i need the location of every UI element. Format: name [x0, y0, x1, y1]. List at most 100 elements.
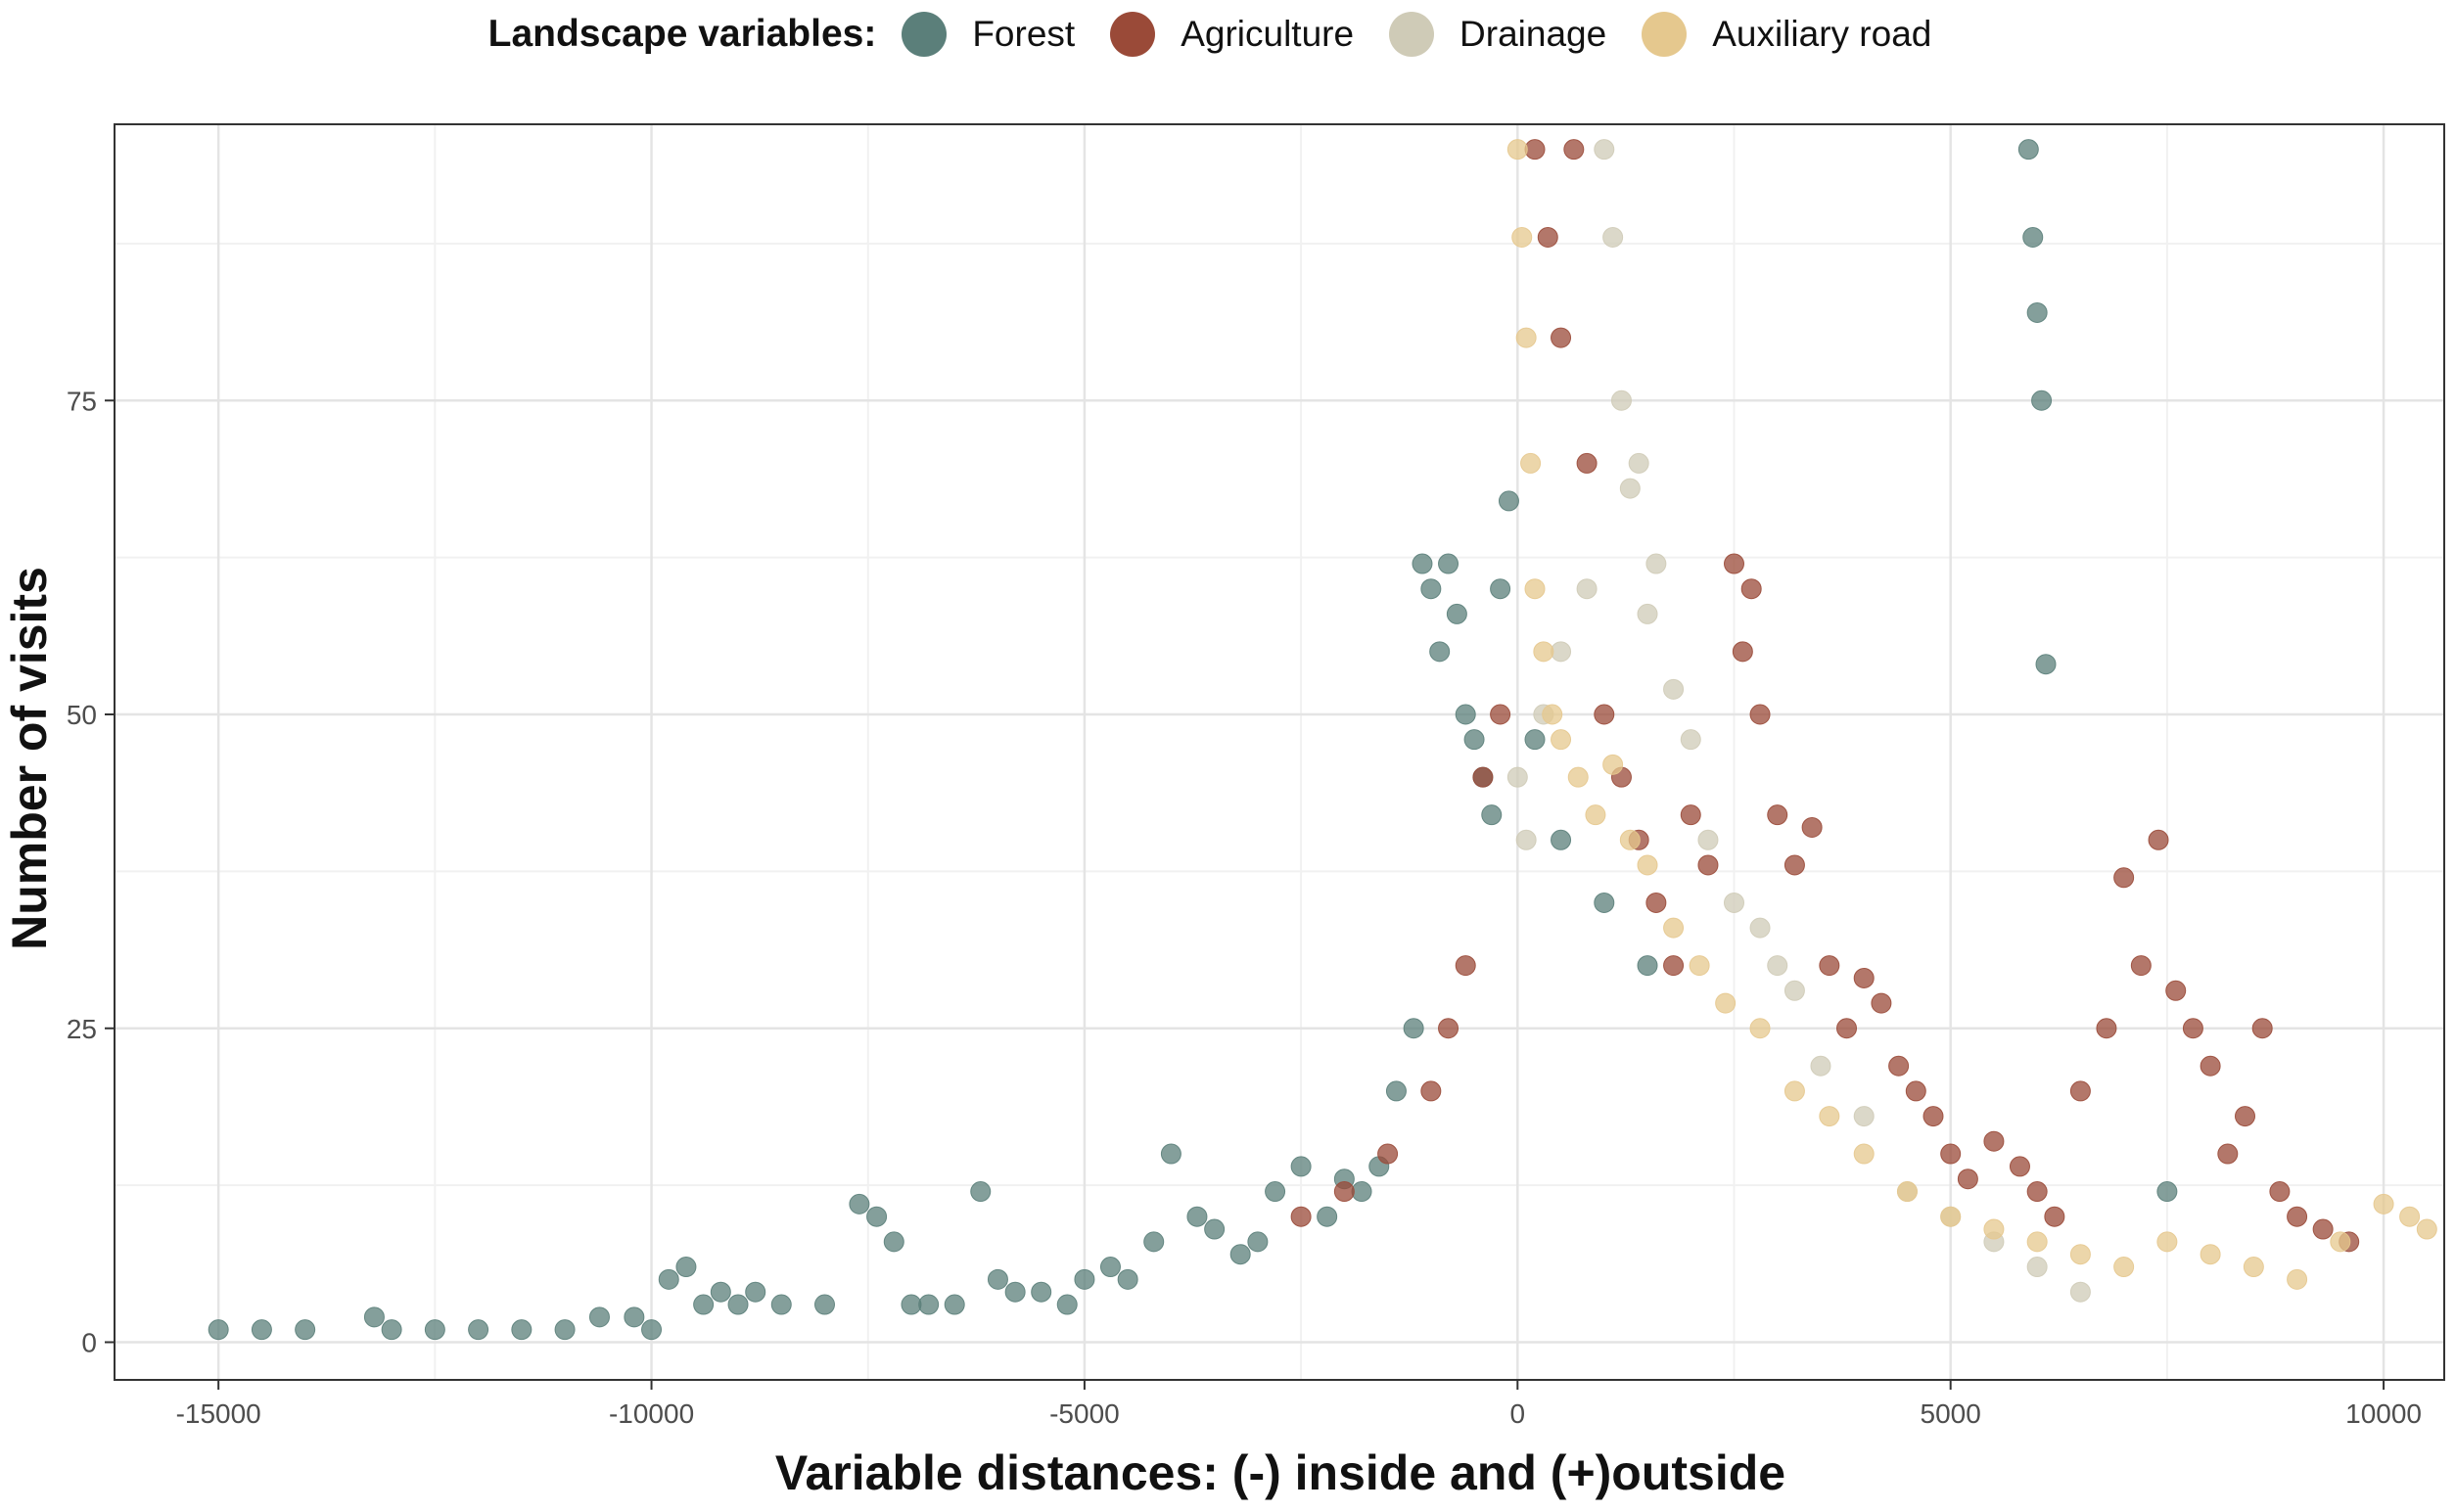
legend-item-drainage: Drainage: [1389, 12, 1606, 57]
legend-item-agriculture: Agriculture: [1110, 12, 1354, 57]
data-point: [1290, 1206, 1312, 1227]
data-point: [1723, 892, 1744, 913]
data-point: [1594, 892, 1615, 913]
data-point: [1551, 729, 1572, 751]
data-point: [1290, 1156, 1312, 1177]
x-tick-label: 0: [1510, 1398, 1526, 1429]
data-point: [2096, 1018, 2117, 1039]
data-point: [2035, 654, 2057, 675]
legend: Landscape variables: Forest Agriculture …: [0, 0, 2455, 69]
legend-label-forest: Forest: [972, 14, 1076, 54]
x-tick-label: -5000: [1049, 1398, 1120, 1429]
data-point: [468, 1319, 489, 1341]
data-point: [1524, 729, 1546, 751]
data-point: [1515, 829, 1537, 850]
data-point: [1247, 1231, 1269, 1253]
data-point: [1585, 804, 1606, 826]
data-point: [710, 1281, 731, 1303]
data-point: [2069, 1281, 2091, 1303]
data-point: [2130, 955, 2152, 977]
legend-item-forest: Forest: [902, 12, 1075, 57]
data-point: [641, 1319, 663, 1341]
data-point: [1056, 1294, 1078, 1315]
data-point: [1983, 1130, 2005, 1152]
data-point: [251, 1319, 272, 1341]
data-point: [1542, 704, 1563, 725]
data-point: [1783, 854, 1805, 876]
data-point: [2251, 1018, 2273, 1039]
data-point: [1524, 578, 1546, 600]
data-point: [1455, 955, 1476, 977]
data-points: [208, 139, 2437, 1341]
data-point: [1922, 1106, 1944, 1127]
data-point: [2330, 1231, 2351, 1253]
data-point: [1749, 1018, 1771, 1039]
data-point: [1265, 1181, 1286, 1203]
data-point: [1602, 226, 1624, 248]
data-point: [1619, 478, 1641, 499]
data-point: [901, 1294, 922, 1315]
data-point: [1446, 603, 1467, 624]
data-point: [1412, 553, 1433, 574]
x-axis-label: Variable distances: (-) inside and (+)ou…: [774, 1445, 1786, 1500]
data-point: [883, 1231, 904, 1253]
legend-label-agriculture: Agriculture: [1181, 14, 1355, 54]
data-point: [944, 1294, 965, 1315]
y-tick-label: 50: [67, 700, 97, 730]
data-point: [814, 1294, 836, 1315]
data-point: [1099, 1257, 1121, 1278]
data-point: [2026, 1231, 2048, 1253]
data-point: [745, 1281, 766, 1303]
data-point: [2113, 1257, 2135, 1278]
data-point: [1619, 829, 1641, 850]
x-tick-label: -15000: [176, 1398, 261, 1429]
y-axis-label: Number of visits: [2, 567, 57, 950]
panel-background: [115, 124, 2444, 1380]
data-point: [1715, 992, 1737, 1014]
x-tick-label: -10000: [609, 1398, 694, 1429]
data-point: [1506, 139, 1528, 160]
data-point: [727, 1294, 749, 1315]
y-tick-label: 75: [67, 386, 97, 416]
data-point: [1490, 578, 1511, 600]
data-point: [1905, 1080, 1926, 1102]
data-point: [1637, 603, 1658, 624]
data-point: [1117, 1268, 1138, 1290]
data-point: [1551, 829, 1572, 850]
data-point: [2156, 1181, 2178, 1203]
data-point: [1490, 704, 1511, 725]
data-point: [1801, 816, 1823, 838]
data-point: [1594, 704, 1615, 725]
data-point: [866, 1206, 888, 1227]
legend-title: Landscape variables:: [487, 13, 877, 55]
data-point: [1498, 490, 1519, 512]
legend-key-agriculture: [1110, 12, 1156, 57]
data-point: [381, 1319, 402, 1341]
data-point: [1537, 226, 1558, 248]
panel-border: [114, 123, 2445, 1381]
data-point: [1429, 641, 1451, 663]
data-point: [1940, 1206, 1962, 1227]
y-tick-label: 0: [81, 1328, 97, 1358]
data-point: [2200, 1244, 2221, 1265]
data-point: [2009, 1156, 2030, 1177]
data-point: [970, 1181, 992, 1203]
data-point: [675, 1257, 697, 1278]
data-point: [363, 1306, 385, 1328]
data-point: [2235, 1106, 2256, 1127]
legend-key-drainage: [1389, 12, 1435, 57]
data-point: [1663, 917, 1685, 939]
data-point: [1723, 553, 1744, 574]
data-point: [1697, 829, 1719, 850]
data-point: [1204, 1218, 1226, 1240]
legend-item-auxiliary-road: Auxiliary road: [1642, 12, 1931, 57]
data-point: [1385, 1080, 1407, 1102]
data-point: [1031, 1281, 1052, 1303]
data-point: [1767, 804, 1788, 826]
data-point: [1610, 389, 1632, 411]
data-point: [2287, 1268, 2308, 1290]
data-point: [1810, 1055, 1831, 1077]
data-point: [1853, 967, 1875, 988]
data-point: [1749, 704, 1771, 725]
data-point: [1783, 1080, 1805, 1102]
